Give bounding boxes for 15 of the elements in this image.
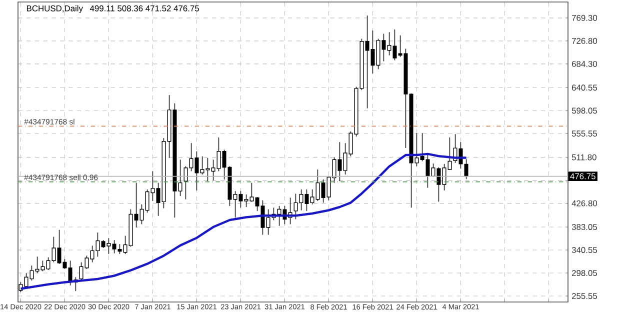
y-tick-label: 555.55 [572, 130, 598, 137]
y-tick-label: 769.30 [572, 14, 598, 21]
y-tick-label: 340.55 [572, 247, 598, 253]
y-tick-label: 684.30 [572, 60, 598, 67]
chart-subtitle: 499.11 508.36 471.52 476.75 [90, 5, 199, 12]
y-tick-label: 383.05 [572, 224, 598, 230]
y-tick-label: 298.05 [572, 270, 598, 276]
y-tick-label: 598.05 [572, 108, 598, 114]
ref-line-label: 476.75 [570, 173, 596, 180]
chart-title: BCHUSD,Daily [26, 5, 83, 14]
y-tick-label: 726.80 [572, 38, 598, 44]
y-tick-label: 426.80 [572, 200, 598, 206]
y-tick-label: 640.55 [572, 84, 598, 91]
y-tick-label: 255.55 [572, 293, 598, 300]
y-tick-label: 511.80 [572, 154, 596, 160]
